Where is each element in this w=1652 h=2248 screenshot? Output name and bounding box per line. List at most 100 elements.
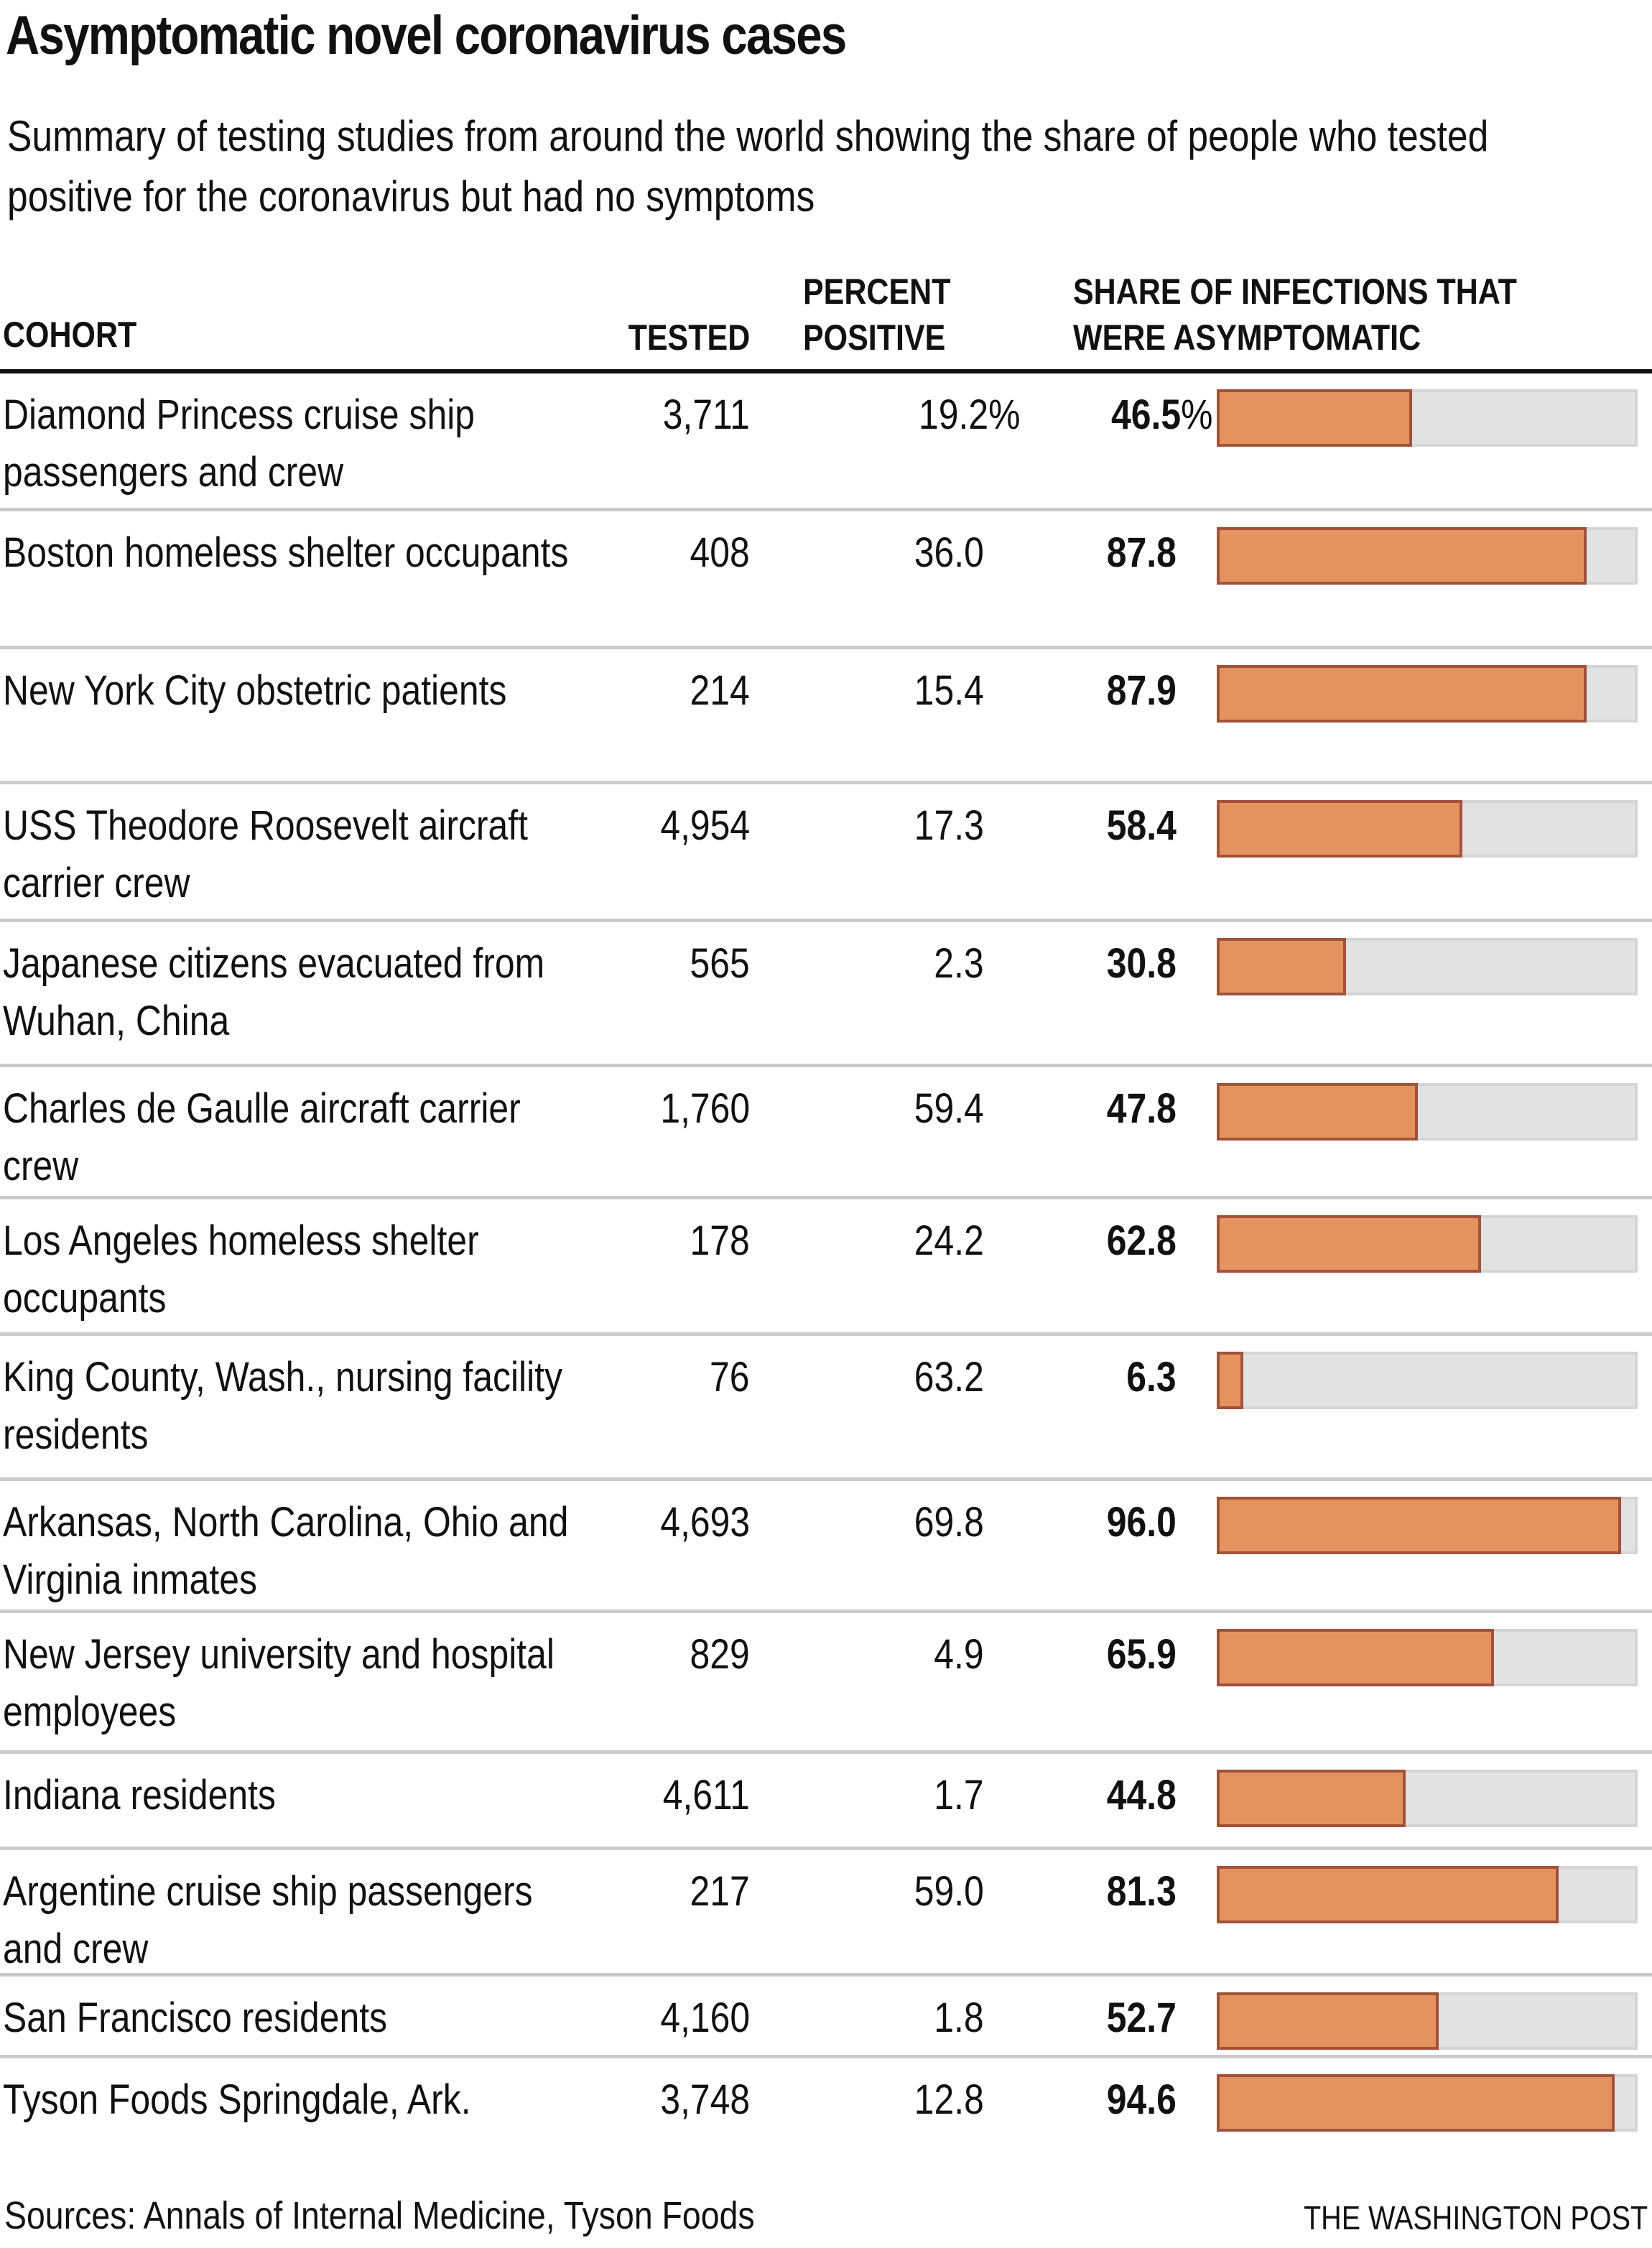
share-asymptomatic-value: 62.8 — [1107, 1212, 1177, 1270]
row-divider — [0, 1973, 1652, 1977]
cohort-label: Arkansas, North Carolina, Ohio and Virgi… — [3, 1499, 569, 1603]
cohort-label: New York City obstetric patients — [3, 667, 507, 714]
cohort-label: Japanese citizens evacuated from Wuhan, … — [3, 940, 545, 1044]
tested-value: 1,760 — [660, 1085, 750, 1132]
chart-title: Asymptomatic novel coronavirus cases — [6, 5, 847, 66]
share-number: 87.9 — [1106, 667, 1177, 714]
tested-value: 4,611 — [662, 1772, 750, 1819]
table-row: San Francisco residents 4,160 1.8 52.7 — [0, 1977, 1652, 2058]
percent-positive-value: 63.2 — [914, 1354, 984, 1401]
share-asymptomatic-value: 46.5% — [1111, 386, 1212, 444]
bar-asymptomatic-share — [1217, 1770, 1406, 1827]
share-number: 47.8 — [1106, 1085, 1177, 1132]
share-number: 44.8 — [1106, 1772, 1177, 1819]
share-asymptomatic-value: 87.9 — [1107, 662, 1177, 720]
share-asymptomatic-value: 58.4 — [1107, 797, 1177, 855]
table-row: Charles de Gaulle aircraft carrier crew 1… — [0, 1067, 1652, 1199]
share-number: 30.8 — [1106, 940, 1177, 987]
tested-value: 829 — [690, 1631, 750, 1678]
share-number: 62.8 — [1106, 1217, 1177, 1264]
share-asymptomatic-value: 44.8 — [1107, 1767, 1177, 1824]
tested-value: 214 — [690, 667, 750, 714]
header-tested: TESTED — [628, 317, 750, 358]
tested-value: 4,954 — [660, 802, 750, 849]
share-asymptomatic-value: 52.7 — [1107, 1989, 1177, 2047]
tested-value: 3,711 — [662, 391, 750, 438]
bar-asymptomatic-share — [1217, 1352, 1243, 1409]
row-divider — [0, 508, 1652, 511]
share-number: 58.4 — [1106, 802, 1177, 849]
percent-positive-value: 1.7 — [934, 1772, 984, 1819]
table-row: Argentine cruise ship passengers and cre… — [0, 1850, 1652, 1977]
table-row: Indiana residents 4,611 1.7 44.8 — [0, 1754, 1652, 1850]
tested-value: 408 — [690, 529, 750, 576]
tested-value: 178 — [690, 1217, 750, 1264]
table-row: Boston homeless shelter occupants 408 36.0… — [0, 511, 1652, 649]
share-number: 94.6 — [1106, 2076, 1177, 2123]
cohort-label: Argentine cruise ship passengers and cre… — [3, 1868, 533, 1972]
table-row: Tyson Foods Springdale, Ark. 3,748 12.8 94.… — [0, 2058, 1652, 2147]
cohort-label: San Francisco residents — [3, 1994, 388, 2041]
cohort-label: Boston homeless shelter occupants — [3, 529, 569, 576]
header-share-line1: SHARE OF INFECTIONS THAT — [1073, 271, 1517, 312]
table-row: USS Theodore Roosevelt aircraft carrier … — [0, 784, 1652, 922]
percent-positive-value: 36.0 — [914, 529, 984, 576]
chart-subtitle: Summary of testing studies from around t… — [7, 112, 1489, 220]
row-divider — [0, 781, 1652, 784]
share-number: 6.3 — [1126, 1354, 1177, 1401]
tested-value: 217 — [690, 1868, 750, 1915]
bar-track — [1217, 1352, 1638, 1409]
row-divider — [0, 1610, 1652, 1613]
bar-asymptomatic-share — [1217, 1992, 1439, 2050]
bar-asymptomatic-share — [1217, 665, 1587, 723]
tested-value: 76 — [710, 1354, 750, 1401]
cohort-label: King County, Wash., nursing facility res… — [3, 1354, 563, 1458]
header-cohort: COHORT — [3, 315, 137, 355]
tested-value: 3,748 — [660, 2076, 750, 2123]
percent-positive-value: 19.2% — [918, 391, 1020, 438]
row-divider — [0, 1332, 1652, 1336]
share-number: 96.0 — [1106, 1499, 1177, 1546]
cohort-label: Los Angeles homeless shelter occupants — [3, 1217, 479, 1322]
bar-asymptomatic-share — [1217, 389, 1413, 447]
tested-value: 565 — [690, 940, 750, 987]
share-asymptomatic-value: 6.3 — [1127, 1349, 1177, 1406]
percent-positive-value: 2.3 — [934, 940, 984, 987]
percent-positive-value: 15.4 — [914, 667, 984, 714]
percent-positive-value: 17.3 — [914, 802, 984, 849]
percent-positive-value: 69.8 — [914, 1499, 984, 1546]
bar-asymptomatic-share — [1217, 1215, 1481, 1273]
share-asymptomatic-value: 94.6 — [1107, 2071, 1177, 2129]
percent-positive-value: 59.4 — [914, 1085, 984, 1132]
header-share-line2: WERE ASYMPTOMATIC — [1073, 317, 1421, 358]
bar-asymptomatic-share — [1217, 938, 1347, 995]
cohort-label: Tyson Foods Springdale, Ark. — [3, 2076, 471, 2123]
header-rule — [0, 369, 1652, 373]
row-divider — [0, 1477, 1652, 1481]
share-number: 81.3 — [1106, 1868, 1177, 1915]
header-percent-positive: PERCENT POSITIVE — [803, 269, 950, 361]
bar-asymptomatic-share — [1217, 1083, 1419, 1141]
cohort-label: Charles de Gaulle aircraft carrier crew — [3, 1085, 521, 1189]
share-number: 46.5 — [1110, 391, 1181, 438]
share-asymptomatic-value: 81.3 — [1107, 1863, 1177, 1920]
table-row: Arkansas, North Carolina, Ohio and Virgi… — [0, 1481, 1652, 1613]
percent-positive-value: 4.9 — [934, 1631, 984, 1678]
table-row: King County, Wash., nursing facility res… — [0, 1336, 1652, 1481]
bar-asymptomatic-share — [1217, 1629, 1495, 1686]
table-row: Japanese citizens evacuated from Wuhan, … — [0, 922, 1652, 1067]
share-number: 65.9 — [1106, 1631, 1177, 1678]
share-number: 52.7 — [1106, 1994, 1177, 2041]
cohort-label: Indiana residents — [3, 1772, 276, 1819]
table-row: New York City obstetric patients 214 15.4 8… — [0, 649, 1652, 784]
row-divider — [0, 646, 1652, 649]
percent-positive-value: 12.8 — [914, 2076, 984, 2123]
header-share-asymptomatic: SHARE OF INFECTIONS THAT WERE ASYMPTOMAT… — [1073, 269, 1517, 361]
table-row: Diamond Princess cruise ship passengers … — [0, 373, 1652, 511]
share-asymptomatic-value: 96.0 — [1107, 1494, 1177, 1551]
header-percent-positive-line2: POSITIVE — [803, 317, 946, 358]
share-asymptomatic-value: 30.8 — [1107, 935, 1177, 993]
percent-positive-value: 59.0 — [914, 1868, 984, 1915]
header-percent-positive-line1: PERCENT — [803, 271, 951, 312]
share-percent-sign: % — [1180, 391, 1212, 438]
